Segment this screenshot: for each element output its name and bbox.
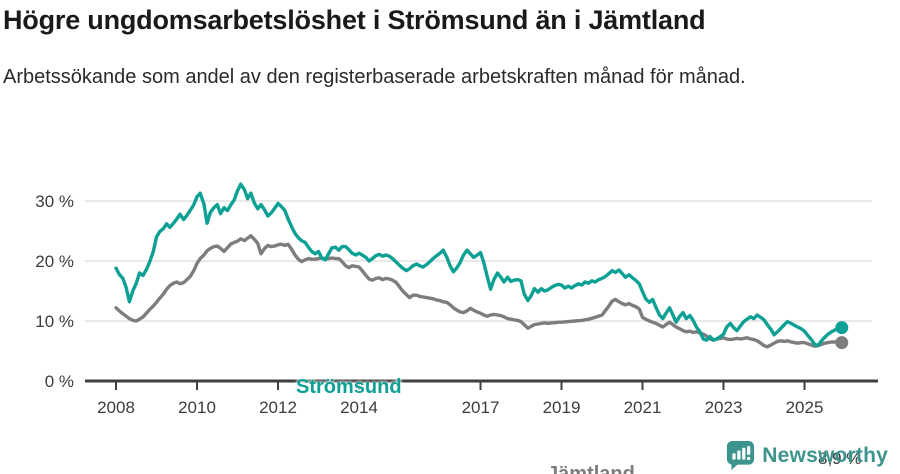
x-tick-label: 2019 [543,398,581,417]
x-tick-label: 2021 [624,398,662,417]
x-tick-label: 2012 [259,398,297,417]
x-tick-label: 2014 [340,398,378,417]
newsworthy-logo-text: Newsworthy [762,443,888,467]
series-endpoint-dot-strömsund [835,321,849,335]
x-tick-label: 2017 [462,398,500,417]
chart-subtitle: Arbetssökande som andel av den registerb… [3,66,746,88]
y-tick-label: 0 % [45,372,74,391]
series-line-strömsund [114,182,844,348]
series-line-jämtland [114,234,844,349]
series-label-jamtland: Jämtland [547,463,635,474]
series-endpoint-dot-jämtland [835,336,849,350]
x-tick-label: 2010 [178,398,216,417]
end-value-label-stromsund: 8,9 % [818,449,862,468]
y-tick-label: 20 % [35,252,74,271]
y-tick-label: 10 % [35,312,74,331]
y-tick-label: 30 % [35,192,74,211]
x-tick-label: 2025 [786,398,824,417]
x-tick-label: 2023 [705,398,743,417]
newsworthy-logo[interactable]: Newsworthy [726,440,888,471]
newsworthy-logo-icon [727,441,755,470]
chart-area: 0 % 10 % 20 % 30 % 2008 2010 2012 2014 2017 2019 2… [0,150,900,474]
page-title: Högre ungdomsarbetslöshet i Strömsund än… [3,5,706,35]
chart-svg: 0 % 10 % 20 % 30 % 2008 2010 2012 2014 2017 2019 2… [35,182,878,417]
x-tick-label: 2008 [97,398,135,417]
series-label-stromsund: Strömsund [296,376,402,398]
